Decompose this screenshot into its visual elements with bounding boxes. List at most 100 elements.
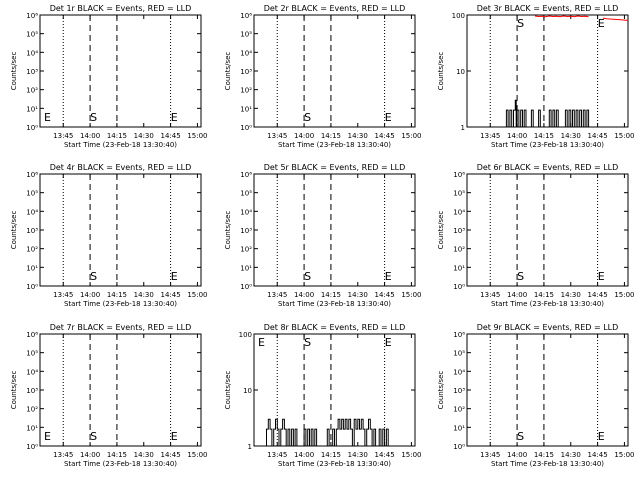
- x-tick-label: 15:00: [187, 451, 207, 459]
- y-tick-label: 10⁴: [26, 368, 38, 376]
- y-tick-label: 1: [248, 443, 252, 451]
- end-marker: E: [598, 17, 605, 30]
- x-tick-label: 14:15: [534, 291, 554, 299]
- x-tick-label: 13:45: [53, 132, 73, 140]
- end-marker: E: [44, 111, 51, 124]
- x-tick-label: 14:45: [160, 451, 180, 459]
- x-tick-label: 14:30: [134, 291, 154, 299]
- x-tick-label: 14:15: [321, 132, 341, 140]
- chart-title: Det 3r BLACK = Events, RED = LLD: [477, 4, 619, 13]
- chart-panel-det1r: Det 1r BLACK = Events, RED = LLD 10⁰ 10¹ 10…: [10, 4, 208, 149]
- y-tick-label: 10¹: [453, 424, 465, 432]
- x-axis-label: Start Time (23-Feb-18 13:30:40): [491, 141, 604, 149]
- x-tick-label: 14:30: [134, 132, 154, 140]
- x-tick-label: 14:45: [160, 291, 180, 299]
- y-tick-label: 10²: [26, 87, 38, 95]
- end-marker: E: [385, 336, 392, 349]
- x-tick-label: 14:45: [374, 132, 394, 140]
- x-tick-label: 14:45: [374, 451, 394, 459]
- x-tick-label: 13:45: [53, 451, 73, 459]
- series-line-0: [505, 99, 590, 128]
- x-tick-label: 14:15: [534, 451, 554, 459]
- end-marker: E: [598, 430, 605, 443]
- y-tick-label: 10⁵: [240, 190, 252, 198]
- x-tick-label: 14:00: [80, 132, 100, 140]
- chart-panel-det7r: Det 7r BLACK = Events, RED = LLD 10⁰ 10¹ 10…: [10, 323, 208, 468]
- x-tick-label: 13:45: [53, 291, 73, 299]
- x-tick-label: 14:30: [348, 291, 368, 299]
- y-tick-label: 10⁵: [240, 31, 252, 39]
- y-axis-label: Counts/sec: [10, 52, 18, 91]
- chart-title: Det 6r BLACK = Events, RED = LLD: [477, 163, 619, 172]
- y-tick-label: 10⁶: [240, 171, 252, 179]
- chart-title: Det 7r BLACK = Events, RED = LLD: [50, 323, 192, 332]
- x-tick-label: 15:00: [187, 291, 207, 299]
- chart-title: Det 1r BLACK = Events, RED = LLD: [50, 4, 192, 13]
- series-line-1: [534, 15, 589, 18]
- x-axis-label: Start Time (23-Feb-18 13:30:40): [278, 460, 391, 468]
- series-line-0: [266, 418, 389, 447]
- chart-panel-det3r: Det 3r BLACK = Events, RED = LLD 1 10 100 Co…: [437, 4, 635, 149]
- x-tick-label: 15:00: [187, 132, 207, 140]
- y-tick-label: 10⁴: [453, 208, 465, 216]
- start-marker: S: [90, 111, 97, 124]
- x-tick-label: 14:15: [534, 132, 554, 140]
- y-tick-label: 10⁵: [453, 350, 465, 358]
- y-tick-label: 10⁶: [26, 331, 38, 339]
- start-marker: S: [304, 336, 311, 349]
- end-marker: E: [171, 111, 178, 124]
- end-marker: E: [44, 430, 51, 443]
- y-tick-label: 10⁶: [240, 12, 252, 20]
- x-tick-label: 14:15: [321, 451, 341, 459]
- x-axis-label: Start Time (23-Feb-18 13:30:40): [64, 460, 177, 468]
- x-tick-label: 13:45: [267, 451, 287, 459]
- x-tick-label: 14:30: [561, 132, 581, 140]
- y-tick-label: 10⁴: [26, 49, 38, 57]
- y-axis-label: Counts/sec: [437, 211, 445, 250]
- y-tick-label: 10: [456, 68, 465, 76]
- chart-title: Det 9r BLACK = Events, RED = LLD: [477, 323, 619, 332]
- chart-title: Det 2r BLACK = Events, RED = LLD: [264, 4, 406, 13]
- x-tick-label: 14:30: [561, 291, 581, 299]
- y-tick-label: 10⁰: [26, 443, 38, 451]
- y-tick-label: 10⁴: [240, 208, 252, 216]
- x-axis-label: Start Time (23-Feb-18 13:30:40): [278, 141, 391, 149]
- x-tick-label: 15:00: [614, 451, 634, 459]
- end-marker: E: [598, 270, 605, 283]
- y-tick-label: 10¹: [240, 105, 252, 113]
- y-tick-label: 10¹: [26, 264, 38, 272]
- y-axis-label: Counts/sec: [10, 371, 18, 410]
- x-tick-label: 15:00: [401, 291, 421, 299]
- x-axis-label: Start Time (23-Feb-18 13:30:40): [491, 300, 604, 308]
- x-tick-label: 14:00: [507, 291, 527, 299]
- series-line-2: [602, 17, 629, 21]
- chart-panel-det2r: Det 2r BLACK = Events, RED = LLD 10⁰ 10¹ 10…: [224, 4, 422, 149]
- y-tick-label: 10⁰: [453, 283, 465, 291]
- start-marker: S: [90, 270, 97, 283]
- y-axis-label: Counts/sec: [437, 52, 445, 91]
- y-tick-label: 10²: [240, 246, 252, 254]
- end-marker: E: [171, 430, 178, 443]
- y-tick-label: 10²: [240, 87, 252, 95]
- x-axis-label: Start Time (23-Feb-18 13:30:40): [278, 300, 391, 308]
- y-tick-label: 10³: [453, 387, 465, 395]
- y-tick-label: 10⁰: [26, 283, 38, 291]
- x-tick-label: 14:45: [374, 291, 394, 299]
- start-marker: S: [517, 430, 524, 443]
- x-tick-label: 15:00: [614, 291, 634, 299]
- y-tick-label: 10⁰: [26, 124, 38, 132]
- y-tick-label: 10³: [26, 227, 38, 235]
- y-tick-label: 10⁶: [26, 12, 38, 20]
- y-axis-label: Counts/sec: [437, 371, 445, 410]
- y-tick-label: 10³: [26, 68, 38, 76]
- y-tick-label: 10⁴: [240, 49, 252, 57]
- x-tick-label: 14:45: [587, 291, 607, 299]
- start-marker: S: [304, 111, 311, 124]
- y-tick-label: 10: [243, 387, 252, 395]
- x-tick-label: 13:45: [480, 451, 500, 459]
- x-tick-label: 14:30: [348, 451, 368, 459]
- x-tick-label: 14:00: [294, 132, 314, 140]
- x-tick-label: 14:15: [107, 451, 127, 459]
- x-tick-label: 14:45: [160, 132, 180, 140]
